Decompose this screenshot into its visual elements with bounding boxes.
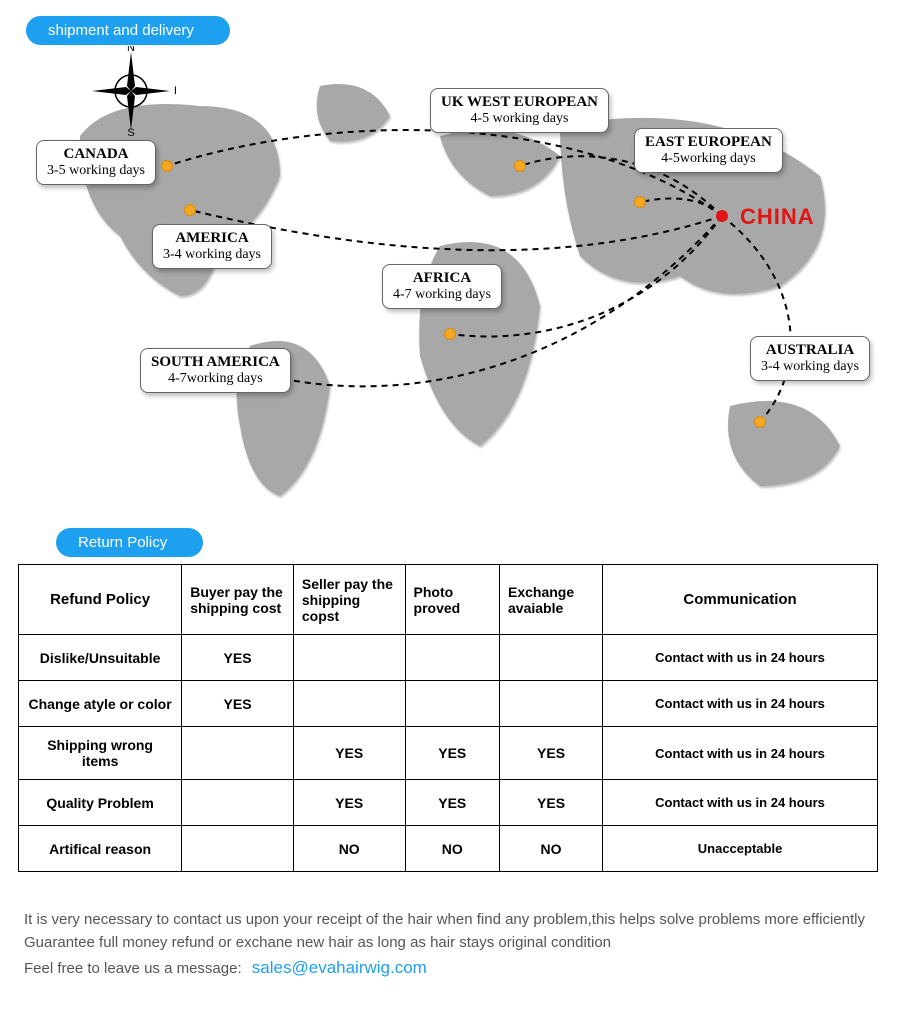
table-cell: NO (293, 826, 405, 872)
table-cell: Shipping wrong items (19, 727, 182, 780)
svg-text:S: S (127, 127, 134, 136)
table-cell (293, 681, 405, 727)
table-cell: YES (500, 727, 603, 780)
origin-label: CHINA (740, 204, 815, 230)
table-cell: YES (293, 780, 405, 826)
table-cell: YES (405, 780, 499, 826)
dest-dot-east-eu (634, 196, 646, 208)
region-title: EAST EUROPEAN (645, 134, 772, 151)
region-days: 4-7working days (151, 371, 280, 387)
dest-dot-uk (514, 160, 526, 172)
col-header: Photo proved (405, 565, 499, 635)
table-cell: Contact with us in 24 hours (603, 681, 878, 727)
region-callout-s-america: SOUTH AMERICA4-7working days (140, 348, 291, 393)
table-cell (405, 635, 499, 681)
region-days: 4-5 working days (441, 111, 598, 127)
table-cell: Quality Problem (19, 780, 182, 826)
region-title: SOUTH AMERICA (151, 354, 280, 371)
table-cell (500, 681, 603, 727)
dest-dot-america (184, 204, 196, 216)
section-title-shipment: shipment and delivery (26, 16, 230, 45)
region-days: 3-4 working days (761, 359, 859, 375)
region-callout-america: AMERICA3-4 working days (152, 224, 272, 269)
region-days: 4-5working days (645, 151, 772, 167)
dest-dot-australia (754, 416, 766, 428)
table-cell: YES (182, 681, 294, 727)
origin-dot (716, 210, 728, 222)
region-title: UK WEST EUROPEAN (441, 94, 598, 111)
table-row: Artifical reasonNONONOUnacceptable (19, 826, 878, 872)
table-cell (293, 635, 405, 681)
table-cell: Unacceptable (603, 826, 878, 872)
section-title-return: Return Policy (56, 528, 203, 557)
table-row: Shipping wrong itemsYESYESYESContact wit… (19, 727, 878, 780)
region-callout-australia: AUSTRALIA3-4 working days (750, 336, 870, 381)
region-days: 4-7 working days (393, 287, 491, 303)
policy-notes: It is very necessary to contact us upon … (24, 908, 874, 981)
region-title: CANADA (47, 146, 145, 163)
table-cell: Contact with us in 24 hours (603, 727, 878, 780)
shipment-map: N E S W CANADA3-5 working daysAMERICA3-4… (20, 46, 880, 516)
dest-dot-canada (161, 160, 173, 172)
table-cell: NO (405, 826, 499, 872)
col-header: Refund Policy (19, 565, 182, 635)
table-cell: Change atyle or color (19, 681, 182, 727)
col-header: Seller pay the shipping copst (293, 565, 405, 635)
col-header: Buyer pay the shipping cost (182, 565, 294, 635)
note-line-2: Guarantee full money refund or exchane n… (24, 931, 874, 954)
table-row: Change atyle or colorYES Contact with us … (19, 681, 878, 727)
dest-dot-africa (444, 328, 456, 340)
table-cell: Dislike/Unsuitable (19, 635, 182, 681)
col-header: Exchange avaiable (500, 565, 603, 635)
region-days: 3-4 working days (163, 247, 261, 263)
region-callout-canada: CANADA3-5 working days (36, 140, 156, 185)
region-days: 3-5 working days (47, 163, 145, 179)
note-line-1: It is very necessary to contact us upon … (24, 908, 874, 931)
contact-email-link[interactable]: sales@evahairwig.com (252, 958, 427, 977)
table-cell (182, 826, 294, 872)
region-title: AMERICA (163, 230, 261, 247)
svg-text:W: W (86, 85, 87, 97)
table-cell (405, 681, 499, 727)
table-row: Quality ProblemYESYESYESContact with us … (19, 780, 878, 826)
region-title: AFRICA (393, 270, 491, 287)
svg-text:N: N (127, 46, 135, 54)
table-cell: NO (500, 826, 603, 872)
region-title: AUSTRALIA (761, 342, 859, 359)
refund-policy-table: Refund PolicyBuyer pay the shipping cost… (18, 564, 878, 872)
table-cell (182, 780, 294, 826)
note-line-3: Feel free to leave us a message: sales@e… (24, 955, 874, 981)
col-header: Communication (603, 565, 878, 635)
table-cell: YES (405, 727, 499, 780)
table-cell (182, 727, 294, 780)
region-callout-africa: AFRICA4-7 working days (382, 264, 502, 309)
svg-text:E: E (174, 85, 176, 97)
note-contact-prefix: Feel free to leave us a message: (24, 960, 242, 977)
table-cell: YES (500, 780, 603, 826)
region-callout-east-eu: EAST EUROPEAN4-5working days (634, 128, 783, 173)
table-cell: YES (182, 635, 294, 681)
table-cell (500, 635, 603, 681)
table-row: Dislike/UnsuitableYES Contact with us in … (19, 635, 878, 681)
table-cell: YES (293, 727, 405, 780)
table-cell: Contact with us in 24 hours (603, 780, 878, 826)
compass-icon: N E S W (86, 46, 176, 136)
table-cell: Contact with us in 24 hours (603, 635, 878, 681)
table-cell: Artifical reason (19, 826, 182, 872)
region-callout-uk: UK WEST EUROPEAN4-5 working days (430, 88, 609, 133)
